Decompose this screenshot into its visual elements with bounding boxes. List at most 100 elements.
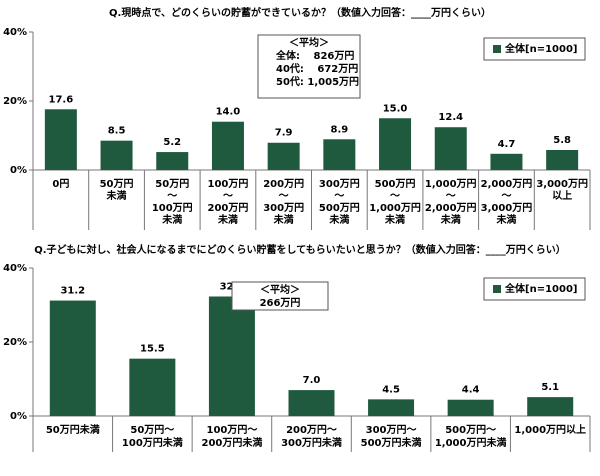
x-tick-label: 未満 bbox=[273, 213, 294, 226]
x-tick-label: 200万円～ bbox=[286, 424, 337, 436]
x-tick-label: ～ bbox=[446, 191, 456, 202]
y-tick-label: 40% bbox=[3, 27, 27, 38]
x-tick-label: 50万円 bbox=[100, 178, 134, 190]
x-tick-label: 1,000万円以上 bbox=[514, 423, 586, 436]
x-tick-label: 未満 bbox=[106, 189, 127, 202]
y-tick-label: 0% bbox=[10, 411, 27, 422]
legend-swatch bbox=[493, 285, 501, 293]
x-tick-label: 未満 bbox=[384, 213, 405, 226]
y-tick-label: 20% bbox=[3, 337, 27, 348]
x-tick-label: 2,000万円 bbox=[425, 202, 477, 214]
y-tick-label: 0% bbox=[10, 165, 27, 176]
x-tick-label: 200万円 bbox=[263, 178, 304, 190]
y-tick-label: 40% bbox=[3, 263, 27, 274]
x-tick-label: 100万円 bbox=[208, 178, 249, 190]
x-tick-label: 未満 bbox=[495, 213, 516, 226]
x-tick-label: 2,000万円 bbox=[481, 178, 533, 190]
x-tick-label: ～ bbox=[223, 191, 233, 202]
data-label: 12.4 bbox=[438, 112, 463, 123]
x-tick-label: 未満 bbox=[217, 213, 238, 226]
x-tick-label: 100万円未満 bbox=[122, 436, 183, 449]
x-tick-label: 50万円 bbox=[155, 178, 189, 190]
x-tick-label: 100万円 bbox=[152, 202, 193, 214]
data-label: 31.2 bbox=[60, 286, 85, 297]
data-label: 5.1 bbox=[541, 382, 559, 393]
data-label: 7.9 bbox=[275, 128, 293, 139]
data-label: 8.5 bbox=[108, 126, 126, 137]
chart-title: Q.現時点で、どのくらいの貯蓄ができているか？（数値入力回答：____万円くらい… bbox=[109, 6, 491, 19]
bar bbox=[288, 390, 335, 416]
bar bbox=[368, 399, 415, 416]
x-tick-label: 300万円～ bbox=[366, 424, 417, 436]
bar bbox=[267, 142, 300, 170]
x-tick-label: 100万円～ bbox=[206, 424, 257, 436]
x-tick-label: 1,000万円未満 bbox=[435, 436, 507, 449]
x-tick-label: ～ bbox=[390, 191, 400, 202]
data-label: 4.7 bbox=[498, 139, 516, 150]
x-tick-label: 500万円 bbox=[319, 202, 360, 214]
bar bbox=[208, 296, 255, 416]
x-tick-label: ～ bbox=[279, 191, 289, 202]
x-tick-label: 200万円 bbox=[208, 202, 249, 214]
data-label: 5.2 bbox=[163, 137, 181, 148]
annotation-text: 50代: 1,005万円 bbox=[276, 75, 359, 88]
x-tick-label: 300万円未満 bbox=[281, 436, 342, 449]
data-label: 14.0 bbox=[216, 107, 241, 118]
x-tick-label: 50万円未満 bbox=[46, 423, 100, 436]
x-tick-label: ～ bbox=[501, 191, 511, 202]
data-label: 4.4 bbox=[462, 385, 480, 396]
bar bbox=[447, 399, 494, 416]
bar bbox=[44, 109, 77, 170]
x-tick-label: 未満 bbox=[328, 213, 349, 226]
legend-box bbox=[483, 37, 586, 61]
annotation-box bbox=[257, 34, 361, 99]
x-tick-label: 200万円未満 bbox=[201, 436, 262, 449]
annotation-text: 40代: 672万円 bbox=[276, 62, 358, 75]
annotation-text: ＜平均＞ bbox=[289, 36, 329, 49]
annotation-text: 全体: 826万円 bbox=[275, 49, 354, 62]
x-tick-label: 300万円 bbox=[263, 202, 304, 214]
bar bbox=[323, 139, 356, 170]
x-tick-label: 300万円 bbox=[319, 178, 360, 190]
bar bbox=[546, 149, 579, 170]
legend-label: 全体[n=1000] bbox=[504, 42, 577, 55]
x-tick-label: 0円 bbox=[52, 178, 69, 190]
legend-swatch bbox=[493, 45, 501, 53]
x-tick-label: 以上 bbox=[552, 189, 572, 202]
x-tick-label: 500万円 bbox=[375, 178, 416, 190]
data-label: 8.9 bbox=[330, 124, 348, 135]
x-tick-label: 1,000万円 bbox=[425, 178, 477, 190]
x-tick-label: 500万円未満 bbox=[361, 436, 422, 449]
bar bbox=[527, 397, 574, 416]
x-tick-label: ～ bbox=[334, 191, 344, 202]
x-tick-label: ～ bbox=[167, 191, 177, 202]
data-label: 7.0 bbox=[303, 375, 321, 386]
bar bbox=[211, 121, 244, 170]
bar bbox=[49, 300, 96, 416]
legend-label: 全体[n=1000] bbox=[504, 282, 577, 295]
x-tick-label: 未満 bbox=[440, 213, 461, 226]
x-tick-label: 3,000万円 bbox=[481, 202, 533, 214]
y-tick-label: 20% bbox=[3, 96, 27, 107]
annotation-box bbox=[231, 281, 329, 311]
x-tick-label: 1,000万円 bbox=[369, 202, 421, 214]
data-label: 15.0 bbox=[383, 103, 408, 114]
annotation-text: 266万円 bbox=[260, 297, 301, 309]
bar bbox=[434, 127, 467, 170]
bar bbox=[490, 153, 523, 170]
annotation-text: ＜平均＞ bbox=[260, 283, 300, 296]
x-tick-label: 50万円～ bbox=[130, 424, 174, 436]
legend-box bbox=[483, 277, 586, 301]
data-label: 5.8 bbox=[553, 135, 571, 146]
bar bbox=[156, 152, 189, 170]
data-label: 17.6 bbox=[49, 94, 74, 105]
bar bbox=[100, 140, 133, 170]
data-label: 15.5 bbox=[140, 344, 165, 355]
x-tick-label: 500万円～ bbox=[445, 424, 496, 436]
chart-title: Q.子どもに対し、社会人になるまでにどのくらい貯蓄をしてもらいたいと思うか？（数… bbox=[34, 243, 566, 256]
bar bbox=[129, 358, 176, 416]
bar bbox=[379, 118, 412, 170]
x-tick-label: 未満 bbox=[161, 213, 182, 226]
x-tick-label: 3,000万円 bbox=[536, 178, 588, 190]
